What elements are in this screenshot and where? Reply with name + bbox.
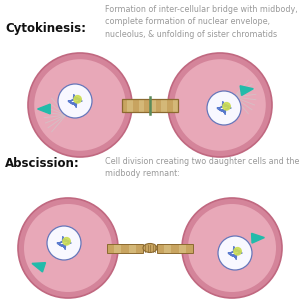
- Bar: [139, 98, 144, 112]
- Bar: [186, 244, 193, 253]
- Polygon shape: [240, 86, 253, 95]
- Bar: [164, 244, 171, 253]
- Bar: [171, 244, 178, 253]
- Circle shape: [74, 96, 81, 103]
- Bar: [107, 244, 114, 253]
- Circle shape: [58, 84, 92, 118]
- Polygon shape: [32, 262, 46, 272]
- Circle shape: [168, 53, 272, 157]
- Circle shape: [63, 238, 70, 245]
- Circle shape: [182, 198, 282, 298]
- Bar: [173, 98, 178, 112]
- Polygon shape: [252, 233, 264, 243]
- Bar: [136, 244, 143, 253]
- Bar: [127, 98, 133, 112]
- Circle shape: [174, 59, 266, 151]
- Text: Cell division creating two daughter cells and the
midbody remnant:: Cell division creating two daughter cell…: [105, 157, 299, 178]
- Circle shape: [223, 103, 230, 110]
- Circle shape: [207, 91, 241, 125]
- Circle shape: [34, 59, 126, 151]
- Text: Formation of inter-cellular bridge with midbody,
complete formation of nuclear e: Formation of inter-cellular bridge with …: [105, 5, 298, 39]
- Bar: [157, 244, 164, 253]
- Circle shape: [18, 198, 118, 298]
- Circle shape: [234, 248, 241, 255]
- Bar: [144, 98, 150, 112]
- Bar: [167, 98, 173, 112]
- Bar: [114, 244, 122, 253]
- Circle shape: [47, 226, 81, 260]
- Circle shape: [28, 53, 132, 157]
- Circle shape: [24, 204, 112, 292]
- Circle shape: [218, 236, 252, 270]
- Bar: [129, 244, 136, 253]
- Polygon shape: [38, 104, 50, 114]
- Bar: [157, 244, 193, 253]
- Text: Abscission:: Abscission:: [5, 157, 80, 170]
- Text: Cytokinesis:: Cytokinesis:: [5, 22, 86, 35]
- Ellipse shape: [143, 244, 157, 253]
- Bar: [156, 98, 161, 112]
- Bar: [161, 98, 167, 112]
- Bar: [107, 244, 143, 253]
- Bar: [122, 98, 127, 112]
- Bar: [178, 244, 186, 253]
- Bar: [122, 244, 129, 253]
- Bar: [122, 98, 178, 112]
- Bar: [133, 98, 139, 112]
- Circle shape: [188, 204, 276, 292]
- Bar: [150, 98, 156, 112]
